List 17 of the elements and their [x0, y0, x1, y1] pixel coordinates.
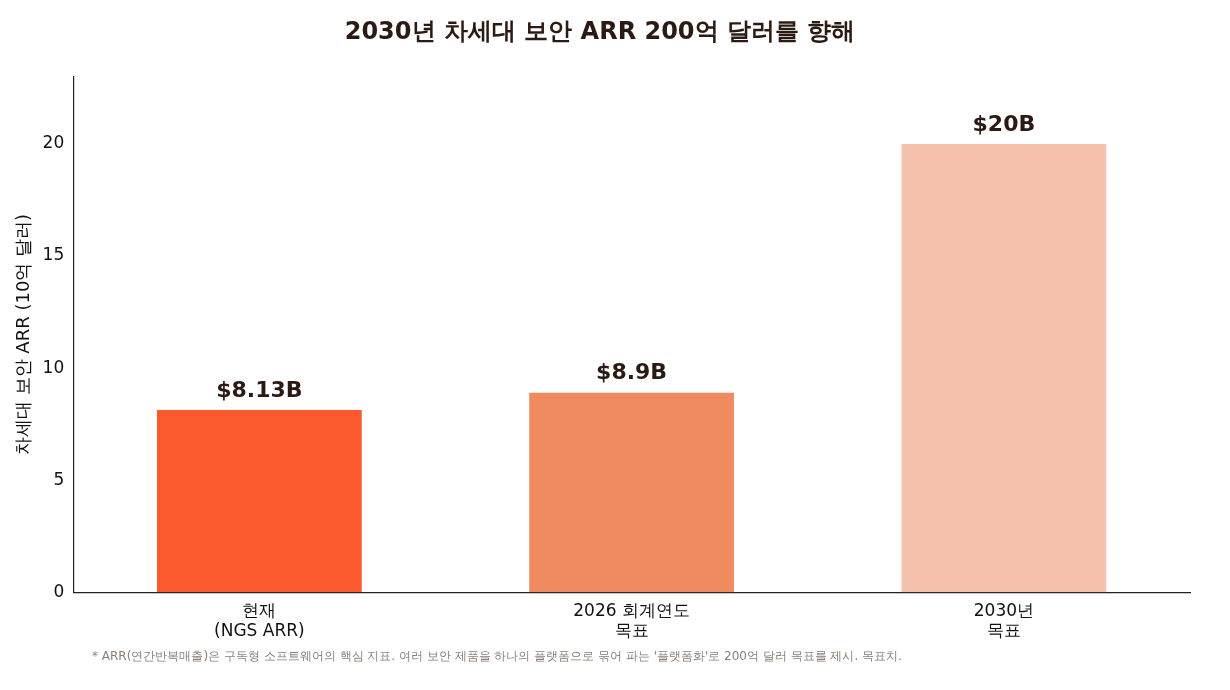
- data-label: $8.9B: [596, 359, 668, 385]
- text: * ARR(연간반복매출)은 구독형 소프트웨어의 핵심 지표. 여러 보안 제품을 하나의 플랫폼으로 묶어 파는 '플랫폼화'로 200억 달러 목표를 제시. 목표치.: [92, 648, 902, 665]
- x-tick-label: 현재 (NGS ARR): [214, 599, 305, 641]
- x-tick-label: 2026 회계연도 목표: [573, 599, 690, 641]
- data-label: $8.13B: [216, 376, 303, 402]
- y-axis-title: 차세대 보안 ARR (10억 달러): [12, 213, 34, 456]
- y-tick-label: 0: [53, 580, 65, 601]
- chart-title: 2030년 차세대 보안 ARR 200억 달러를 향해: [344, 16, 856, 45]
- x-tick-label: 2030년 목표: [973, 599, 1034, 641]
- bar: [529, 392, 734, 593]
- y-tick-label: 15: [42, 244, 65, 265]
- y-tick-label: 20: [42, 132, 65, 153]
- bar: [156, 410, 362, 593]
- data-label: $20B: [972, 110, 1036, 136]
- bar: [901, 144, 1107, 593]
- y-tick-label: 10: [42, 356, 65, 377]
- y-tick-label: 5: [53, 468, 65, 489]
